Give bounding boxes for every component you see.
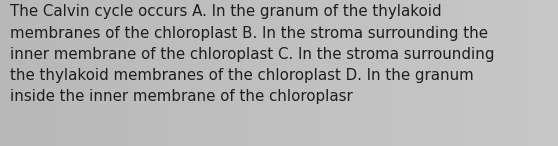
Text: The Calvin cycle occurs A. In the granum of the thylakoid
membranes of the chlor: The Calvin cycle occurs A. In the granum… [10, 4, 494, 104]
